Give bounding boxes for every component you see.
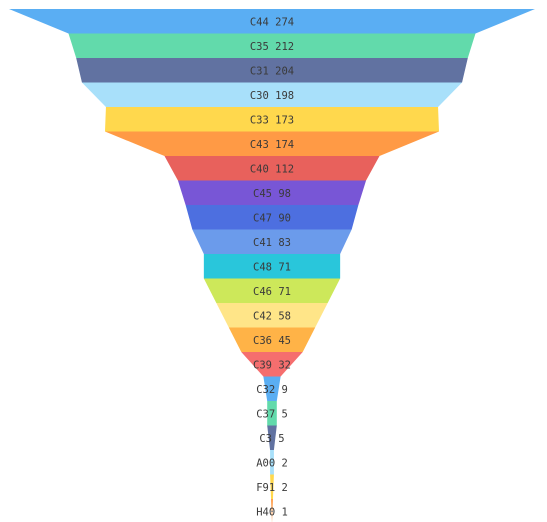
funnel-label-c46: C46 71 [253,286,291,298]
funnel-segment-c42 [216,303,328,328]
funnel-segment-c39 [241,352,303,377]
funnel-label-c43: C43 174 [250,139,294,151]
funnel-segment-c31 [76,58,468,83]
funnel-segment-c45 [177,180,367,205]
funnel-segment-c44 [9,9,535,34]
funnel-label-c30: C30 198 [250,90,294,102]
funnel-label-c31: C31 204 [250,65,294,77]
funnel-label-c44: C44 274 [250,16,294,28]
funnel-segment-c3 [267,425,277,450]
funnel-segment-f91 [270,474,274,499]
funnel-segment-h40 [271,499,273,522]
funnel-segment-c32 [263,376,281,401]
funnel-segment-c40 [164,156,380,181]
funnel-label-a00: A00 2 [256,457,288,469]
funnel-label-c37: C37 5 [256,408,288,420]
funnel-segment-a00 [270,450,274,475]
funnel-label-c42: C42 58 [253,310,291,322]
funnel-label-c39: C39 32 [253,359,291,371]
funnel-segment-c37 [267,401,277,426]
funnel-label-c45: C45 98 [253,188,291,200]
funnel-label-c48: C48 71 [253,261,291,273]
funnel-label-c36: C36 45 [253,335,291,347]
funnel-segment-c33 [104,107,440,132]
funnel-segment-c41 [192,229,352,254]
funnel-label-c35: C35 212 [250,41,294,53]
funnel-label-c41: C41 83 [253,237,291,249]
funnel-segment-c43 [104,131,440,156]
funnel-segment-c48 [203,254,341,279]
funnel-label-c3: C3 5 [259,433,284,445]
funnel-segment-c47 [185,205,359,230]
funnel-segment-c30 [81,82,463,107]
funnel-segment-c36 [228,327,316,352]
funnel-segment-c46 [203,278,341,303]
funnel-label-c40: C40 112 [250,163,294,175]
funnel-label-c33: C33 173 [250,114,294,126]
funnel-label-c32: C32 9 [256,384,288,396]
funnel-label-h40: H40 1 [256,506,288,518]
funnel-label-c47: C47 90 [253,212,291,224]
funnel-label-f91: F91 2 [256,482,288,494]
funnel-segment-c35 [68,33,476,58]
